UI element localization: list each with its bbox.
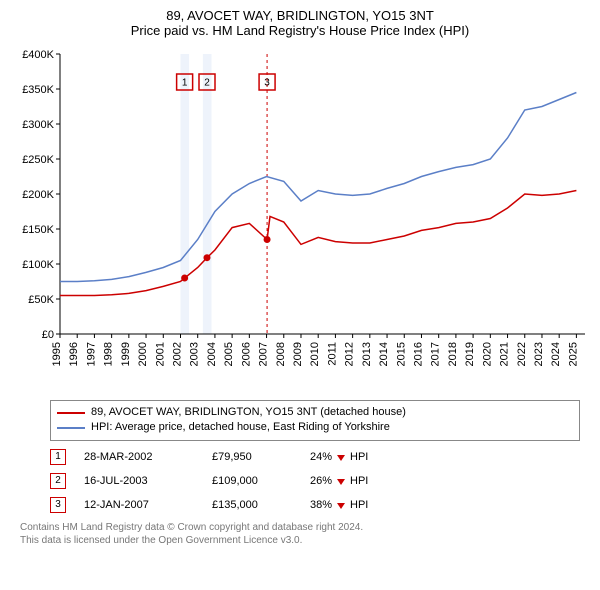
- svg-text:2003: 2003: [189, 342, 201, 366]
- svg-text:2013: 2013: [361, 342, 373, 366]
- svg-text:2007: 2007: [258, 342, 270, 366]
- svg-text:2002: 2002: [171, 342, 183, 366]
- svg-text:1998: 1998: [103, 342, 115, 366]
- sale-marker-2: 2: [50, 473, 66, 489]
- sale-delta-suffix: HPI: [350, 475, 368, 487]
- sale-row: 3 12-JAN-2007 £135,000 38% HPI: [50, 497, 580, 513]
- legend-label-hpi: HPI: Average price, detached house, East…: [91, 420, 390, 435]
- chart-svg: £0 £50K £100K £150K £200K £250K £300K £350K £400…: [10, 44, 590, 394]
- svg-text:2016: 2016: [412, 342, 424, 366]
- arrow-down-icon: [336, 476, 346, 486]
- svg-text:2015: 2015: [395, 342, 407, 366]
- svg-text:2: 2: [204, 78, 210, 89]
- sale-price: £109,000: [212, 475, 292, 487]
- svg-text:2021: 2021: [499, 342, 511, 366]
- svg-text:2025: 2025: [567, 342, 579, 366]
- sale-row: 1 28-MAR-2002 £79,950 24% HPI: [50, 449, 580, 465]
- svg-text:£100K: £100K: [22, 259, 54, 271]
- svg-text:2006: 2006: [240, 342, 252, 366]
- svg-text:1995: 1995: [51, 342, 63, 366]
- legend-label-property: 89, AVOCET WAY, BRIDLINGTON, YO15 3NT (d…: [91, 405, 406, 420]
- sale-date: 12-JAN-2007: [84, 499, 194, 511]
- svg-text:1997: 1997: [85, 342, 97, 366]
- svg-text:2009: 2009: [292, 342, 304, 366]
- sale-date: 16-JUL-2003: [84, 475, 194, 487]
- svg-text:2018: 2018: [447, 342, 459, 366]
- svg-text:2011: 2011: [326, 342, 338, 366]
- svg-text:£200K: £200K: [22, 189, 54, 201]
- footer-line-1: Contains HM Land Registry data © Crown c…: [20, 521, 580, 534]
- sale-marker-num: 2: [55, 475, 61, 486]
- svg-text:£300K: £300K: [22, 119, 54, 131]
- price-chart: £0 £50K £100K £150K £200K £250K £300K £350K £400…: [10, 44, 590, 394]
- legend-item-property: 89, AVOCET WAY, BRIDLINGTON, YO15 3NT (d…: [57, 405, 573, 420]
- svg-text:£0: £0: [42, 329, 54, 341]
- svg-text:£400K: £400K: [22, 49, 54, 61]
- chart-container: 89, AVOCET WAY, BRIDLINGTON, YO15 3NT Pr…: [0, 0, 600, 553]
- legend-swatch-hpi: [57, 427, 85, 429]
- svg-text:£150K: £150K: [22, 224, 54, 236]
- svg-text:1999: 1999: [120, 342, 132, 366]
- svg-text:2001: 2001: [154, 342, 166, 366]
- svg-text:2000: 2000: [137, 342, 149, 366]
- arrow-down-icon: [336, 500, 346, 510]
- sale-delta-pct: 26%: [310, 475, 332, 487]
- svg-text:2017: 2017: [430, 342, 442, 366]
- svg-text:2019: 2019: [464, 342, 476, 366]
- svg-text:2005: 2005: [223, 342, 235, 366]
- sale-date: 28-MAR-2002: [84, 451, 194, 463]
- svg-text:2008: 2008: [275, 342, 287, 366]
- sale-price: £79,950: [212, 451, 292, 463]
- svg-text:1: 1: [182, 78, 188, 89]
- svg-text:2014: 2014: [378, 342, 390, 366]
- legend-item-hpi: HPI: Average price, detached house, East…: [57, 420, 573, 435]
- sale-delta-suffix: HPI: [350, 451, 368, 463]
- svg-text:2023: 2023: [533, 342, 545, 366]
- title-line-1: 89, AVOCET WAY, BRIDLINGTON, YO15 3NT: [10, 8, 590, 23]
- svg-text:2024: 2024: [550, 342, 562, 366]
- svg-text:2004: 2004: [206, 342, 218, 366]
- sale-delta: 24% HPI: [310, 451, 368, 463]
- arrow-down-icon: [336, 452, 346, 462]
- sale-delta: 26% HPI: [310, 475, 368, 487]
- sale-delta-pct: 24%: [310, 451, 332, 463]
- svg-text:2022: 2022: [516, 342, 528, 366]
- chart-legend: 89, AVOCET WAY, BRIDLINGTON, YO15 3NT (d…: [50, 400, 580, 441]
- sale-marker-num: 3: [55, 499, 61, 510]
- svg-text:2010: 2010: [309, 342, 321, 366]
- svg-text:£250K: £250K: [22, 154, 54, 166]
- sales-list: 1 28-MAR-2002 £79,950 24% HPI 2 16-JUL-2…: [50, 449, 580, 513]
- sale-row: 2 16-JUL-2003 £109,000 26% HPI: [50, 473, 580, 489]
- sale-delta: 38% HPI: [310, 499, 368, 511]
- footer-attribution: Contains HM Land Registry data © Crown c…: [20, 521, 580, 547]
- sale-marker-3: 3: [50, 497, 66, 513]
- svg-text:2020: 2020: [481, 342, 493, 366]
- sale-marker-num: 1: [55, 451, 61, 462]
- sale-price: £135,000: [212, 499, 292, 511]
- sale-delta-suffix: HPI: [350, 499, 368, 511]
- sale-delta-pct: 38%: [310, 499, 332, 511]
- footer-line-2: This data is licensed under the Open Gov…: [20, 534, 580, 547]
- svg-text:1996: 1996: [68, 342, 80, 366]
- svg-text:3: 3: [264, 78, 270, 89]
- title-line-2: Price paid vs. HM Land Registry's House …: [10, 23, 590, 38]
- svg-text:2012: 2012: [344, 342, 356, 366]
- svg-text:£350K: £350K: [22, 84, 54, 96]
- svg-text:£50K: £50K: [28, 294, 54, 306]
- legend-swatch-property: [57, 412, 85, 414]
- sale-marker-1: 1: [50, 449, 66, 465]
